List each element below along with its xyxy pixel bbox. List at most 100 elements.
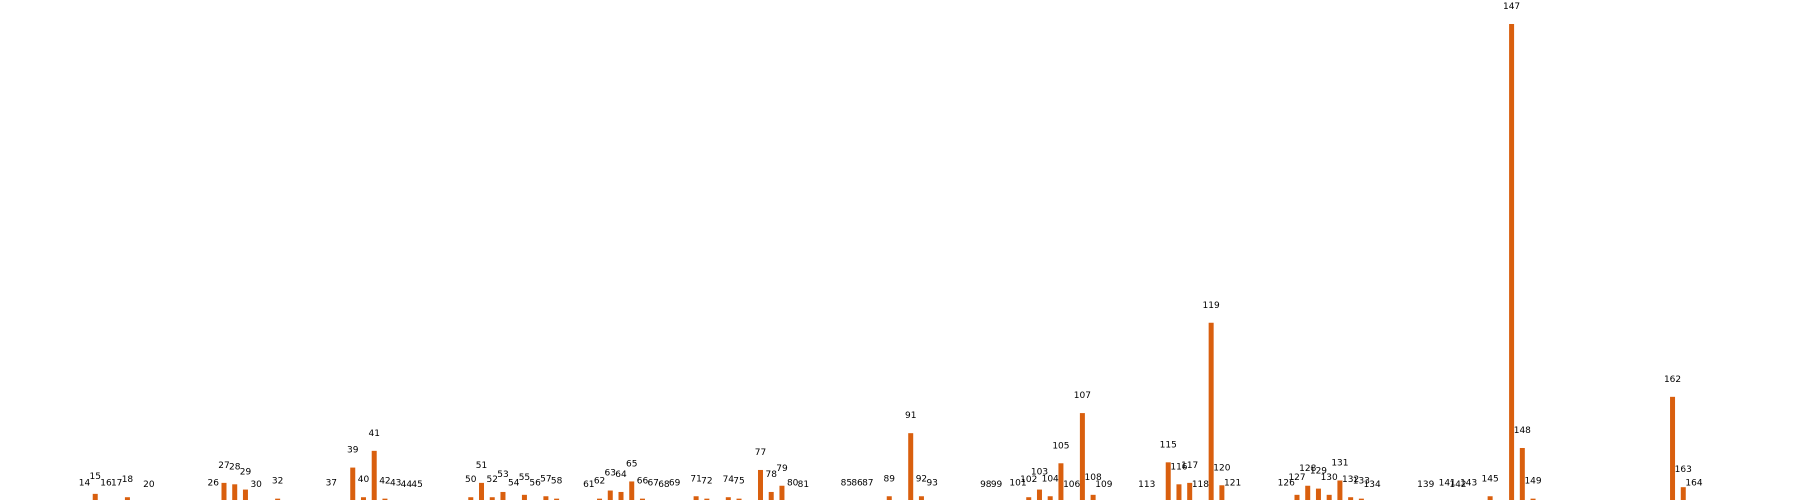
bar-label-61: 61	[583, 480, 594, 490]
bar-label-131: 131	[1331, 458, 1348, 468]
bar-label-145: 145	[1482, 474, 1499, 484]
bar-50	[468, 497, 474, 500]
bar-66	[639, 498, 645, 500]
bar-label-106: 106	[1063, 480, 1080, 490]
bar-label-65: 65	[626, 459, 637, 469]
bar-label-132: 132	[1342, 475, 1359, 485]
bar-label-113: 113	[1138, 480, 1155, 490]
bar-label-99: 99	[991, 480, 1003, 490]
bar-label-37: 37	[326, 479, 337, 489]
bar-42	[382, 498, 388, 500]
bar-label-39: 39	[347, 446, 359, 456]
bar-77	[757, 469, 763, 500]
bar-78	[768, 491, 774, 500]
bar-label-51: 51	[476, 461, 487, 471]
bar-label-74: 74	[723, 475, 735, 485]
bar-label-92: 92	[916, 474, 927, 484]
bar-label-133: 133	[1353, 477, 1370, 487]
bar-label-42: 42	[379, 477, 390, 487]
bar-72	[704, 498, 710, 500]
bar-89	[886, 496, 892, 500]
bar-label-128: 128	[1299, 464, 1316, 474]
bar-label-18: 18	[122, 475, 134, 485]
bar-74	[725, 497, 731, 500]
bar-162	[1670, 396, 1676, 500]
bar-128	[1305, 485, 1311, 500]
bar-53	[500, 491, 506, 500]
bar-104	[1047, 496, 1053, 500]
bar-58	[554, 498, 560, 500]
bar-label-108: 108	[1085, 473, 1102, 483]
bar-32	[275, 498, 281, 500]
bar-label-102: 102	[1020, 475, 1037, 485]
bar-107	[1079, 413, 1085, 500]
bars-group	[92, 24, 1686, 500]
bar-label-86: 86	[851, 479, 863, 489]
bar-75	[736, 498, 742, 500]
bar-28	[232, 484, 238, 500]
bar-label-32: 32	[272, 477, 283, 487]
bar-label-44: 44	[401, 480, 413, 490]
bar-label-164: 164	[1685, 479, 1702, 489]
bar-label-105: 105	[1052, 441, 1069, 451]
bar-132	[1348, 497, 1354, 500]
bar-label-79: 79	[776, 464, 788, 474]
bar-label-77: 77	[755, 448, 766, 458]
bar-label-63: 63	[605, 469, 616, 479]
bar-label-30: 30	[250, 480, 262, 490]
bar-label-118: 118	[1192, 480, 1209, 490]
bar-91	[908, 433, 914, 500]
bar-148	[1519, 447, 1525, 500]
bar-label-14: 14	[79, 479, 91, 489]
bar-label-17: 17	[111, 479, 122, 489]
bar-120	[1219, 485, 1225, 500]
bar-label-120: 120	[1213, 463, 1230, 473]
bar-label-134: 134	[1364, 480, 1381, 490]
bar-27	[221, 482, 227, 500]
bar-label-64: 64	[615, 470, 627, 480]
bar-label-149: 149	[1524, 477, 1541, 487]
bar-label-58: 58	[551, 477, 563, 487]
bar-71	[693, 496, 699, 500]
bar-92	[918, 496, 924, 500]
bar-label-52: 52	[487, 475, 498, 485]
bar-label-148: 148	[1514, 426, 1531, 436]
bar-label-126: 126	[1278, 479, 1295, 489]
bar-label-26: 26	[208, 479, 220, 489]
bar-label-27: 27	[218, 461, 229, 471]
bar-label-103: 103	[1031, 468, 1048, 478]
bar-label-55: 55	[519, 473, 530, 483]
bar-15	[92, 493, 98, 500]
bar-label-71: 71	[690, 474, 701, 484]
bar-57	[543, 496, 549, 500]
bar-103	[1036, 489, 1042, 500]
bar-label-45: 45	[411, 480, 422, 490]
bar-label-85: 85	[841, 479, 852, 489]
bar-label-163: 163	[1675, 465, 1692, 475]
bar-label-109: 109	[1095, 480, 1112, 490]
bar-label-72: 72	[701, 477, 712, 487]
bar-label-115: 115	[1160, 440, 1177, 450]
bar-label-16: 16	[100, 479, 112, 489]
bar-label-139: 139	[1417, 480, 1434, 490]
bar-label-87: 87	[862, 479, 873, 489]
bar-102	[1026, 497, 1032, 500]
bar-label-91: 91	[905, 411, 916, 421]
bar-163	[1680, 487, 1686, 500]
bar-149	[1530, 498, 1536, 500]
bar-129	[1315, 488, 1321, 500]
bar-115	[1165, 462, 1171, 500]
bar-18	[124, 497, 130, 500]
bar-label-75: 75	[733, 477, 744, 487]
bar-label-116: 116	[1170, 462, 1187, 472]
bar-label-143: 143	[1460, 479, 1477, 489]
bar-label-81: 81	[798, 480, 809, 490]
bar-label-162: 162	[1664, 375, 1681, 385]
bar-label-129: 129	[1310, 467, 1327, 477]
bar-label-80: 80	[787, 479, 799, 489]
bar-127	[1294, 494, 1300, 500]
bar-label-127: 127	[1288, 473, 1305, 483]
bar-145	[1487, 496, 1493, 500]
bar-116	[1176, 484, 1182, 500]
